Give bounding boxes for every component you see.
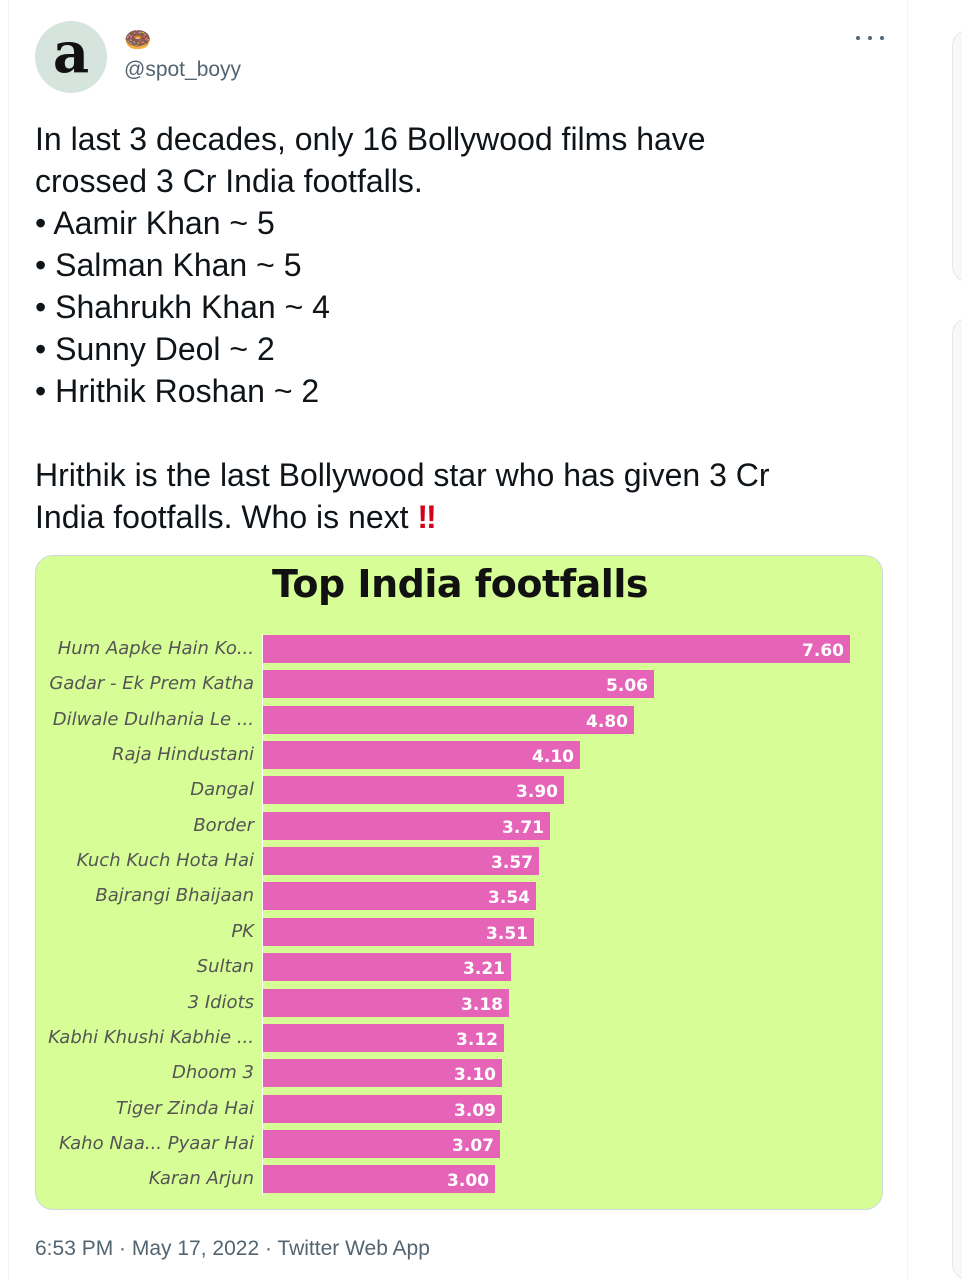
- sidebar-panel-bottom: [952, 318, 962, 1280]
- category-label: Dangal: [190, 779, 254, 801]
- bar-value-label: 3.12: [456, 1029, 498, 1050]
- chart-bar: [263, 882, 536, 911]
- bar-value-label: 3.54: [488, 888, 530, 909]
- chart-bar: [263, 1129, 500, 1158]
- bar-value-label: 3.09: [454, 1100, 496, 1121]
- chart-bar: [263, 776, 564, 805]
- avatar-letter: a: [52, 20, 90, 86]
- bar-value-label: 3.07: [452, 1135, 494, 1156]
- chart-title: Top India footfalls: [272, 562, 648, 606]
- category-label: Dhoom 3: [171, 1062, 254, 1084]
- bar-value-label: 3.21: [463, 959, 505, 980]
- category-label: Kabhi Khushi Kabhie ...: [48, 1026, 254, 1048]
- more-options-icon[interactable]: [856, 28, 884, 48]
- chart-bar: [263, 635, 850, 663]
- chart-bar: [263, 1023, 504, 1052]
- chart-bar: [263, 1165, 495, 1194]
- sidebar-panel-top: [952, 30, 962, 282]
- chart-bar: [263, 811, 550, 840]
- category-label: Karan Arjun: [148, 1168, 254, 1190]
- tweet-column: [8, 0, 908, 1280]
- double-exclamation-emoji: ‼: [417, 499, 436, 535]
- category-label: Tiger Zinda Hai: [115, 1097, 254, 1119]
- user-handle[interactable]: @spot_boyy: [124, 58, 242, 81]
- bar-value-label: 4.80: [586, 711, 628, 732]
- category-label: Kuch Kuch Hota Hai: [76, 850, 254, 872]
- category-label: Dilwale Dulhania Le ...: [52, 708, 254, 730]
- chart-bar: [263, 741, 580, 770]
- bar-value-label: 3.71: [502, 817, 544, 838]
- bar-value-label: 3.10: [454, 1065, 496, 1086]
- chart-bar: [263, 953, 511, 982]
- chart-bar: [263, 1094, 502, 1123]
- tweet-media-image[interactable]: Top India footfalls Hum Aapke Hain Ko...…: [35, 555, 883, 1210]
- category-label: Border: [193, 814, 254, 836]
- category-label: Hum Aapke Hain Ko...: [57, 638, 254, 659]
- chart-bar: [263, 988, 509, 1017]
- right-sidebar: [932, 0, 962, 1280]
- bar-value-label: 3.51: [486, 923, 528, 944]
- bar-value-label: 3.90: [516, 782, 558, 803]
- chart-bar: [263, 917, 534, 946]
- chart-bar: [263, 670, 654, 699]
- tweet-text-body: In last 3 decades, only 16 Bollywood fil…: [35, 121, 770, 535]
- chart-bar: [263, 1059, 502, 1088]
- bar-value-label: 4.10: [532, 747, 574, 768]
- category-label: PK: [231, 920, 254, 942]
- category-label: 3 Idiots: [187, 991, 254, 1013]
- category-label: Sultan: [196, 956, 254, 978]
- chart-bar: [263, 705, 634, 734]
- tweet-timestamp[interactable]: 6:53 PM · May 17, 2022 · Twitter Web App: [35, 1237, 430, 1260]
- avatar[interactable]: a: [35, 21, 107, 93]
- bar-value-label: 5.06: [606, 676, 648, 697]
- bar-value-label: 3.57: [491, 853, 533, 874]
- category-label: Bajrangi Bhaijaan: [95, 885, 254, 907]
- bar-value-label: 3.18: [461, 994, 503, 1015]
- display-name[interactable]: 🍩: [124, 27, 152, 52]
- category-label: Raja Hindustani: [112, 744, 254, 766]
- bar-value-label: 7.60: [802, 641, 844, 661]
- bar-value-label: 3.00: [447, 1171, 489, 1192]
- tweet-text: In last 3 decades, only 16 Bollywood fil…: [35, 118, 895, 538]
- chart-bar: [263, 847, 539, 876]
- category-label: Gadar - Ek Prem Katha: [49, 673, 254, 695]
- category-label: Kaho Naa... Pyaar Hai: [58, 1132, 254, 1154]
- chart-axis-line: [262, 634, 263, 1196]
